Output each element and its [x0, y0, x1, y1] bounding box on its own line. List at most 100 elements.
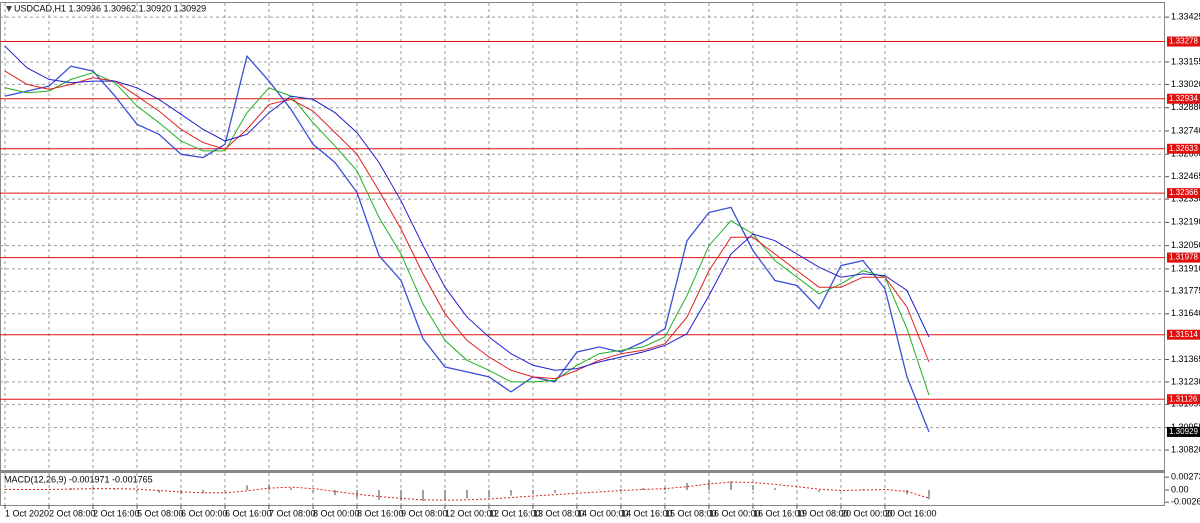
level-label-box: [1167, 93, 1200, 104]
level-label-box: [1167, 36, 1200, 47]
macd-bar: [400, 490, 402, 501]
x-tick-label: 20 Oct 16:00: [885, 508, 937, 518]
price-label-box: [1167, 426, 1200, 437]
macd-bar: [818, 490, 820, 492]
macd-bar: [796, 490, 798, 491]
macd-title: MACD(12,26,9) -0.001971 -0.001765: [4, 474, 153, 484]
macd-bar: [268, 484, 270, 490]
macd-bar: [114, 489, 116, 490]
level-label: 1.31978: [1169, 253, 1198, 262]
level-label: 1.32366: [1169, 188, 1198, 197]
x-tick-label: 8 Oct 16:00: [357, 508, 404, 518]
macd-bar: [928, 490, 930, 500]
y-tick-label: 1.33020: [1171, 79, 1200, 89]
y-tick-label: 1.31775: [1171, 286, 1200, 296]
x-tick-label: 20 Oct 00:00: [841, 508, 893, 518]
x-tick-label: 5 Oct 08:00: [137, 508, 184, 518]
y-tick-label: 1.32050: [1171, 240, 1200, 250]
y-tick-label: -0.002612: [1171, 497, 1200, 507]
macd-bar: [840, 490, 842, 491]
x-tick-label: 15 Oct 08:00: [665, 508, 717, 518]
macd-bar: [444, 490, 446, 500]
y-tick-label: 1.32330: [1171, 193, 1200, 203]
y-tick-label: 0.00: [1171, 484, 1189, 494]
x-tick-label: 2 Oct 16:00: [93, 508, 140, 518]
level-label: 1.31126: [1169, 394, 1198, 403]
macd-bar: [620, 489, 622, 490]
y-tick-label: 0.002739: [1171, 472, 1200, 482]
macd-bar: [466, 490, 468, 499]
series-line: [4, 72, 930, 396]
x-tick-label: 14 Oct 16:00: [621, 508, 673, 518]
level-label-box: [1167, 252, 1200, 263]
series-line: [4, 45, 930, 371]
y-tick-label: 1.32190: [1171, 217, 1200, 227]
x-tick-label: 6 Oct 16:00: [225, 508, 272, 518]
series-line: [4, 54, 930, 433]
macd-bar: [70, 488, 72, 490]
macd-bar: [246, 485, 248, 490]
macd-bar: [202, 490, 204, 494]
macd-bar: [686, 483, 688, 490]
series-line: [4, 70, 930, 380]
macd-bar: [510, 490, 512, 496]
x-tick-label: 8 Oct 00:00: [313, 508, 360, 518]
macd-bar: [554, 490, 556, 493]
macd-bar: [488, 490, 490, 497]
macd-bar: [598, 489, 600, 491]
y-tick-label: 1.31230: [1171, 376, 1200, 386]
y-tick-label: 1.32465: [1171, 171, 1200, 181]
macd-bar: [774, 488, 776, 490]
x-tick-label: 16 Oct 00:00: [709, 508, 761, 518]
macd-bar: [576, 490, 578, 491]
x-tick-label: 2 Oct 08:00: [49, 508, 96, 518]
level-label-box: [1167, 394, 1200, 405]
macd-bar: [730, 481, 732, 490]
macd-bar: [136, 490, 138, 492]
level-label-box: [1167, 188, 1200, 199]
x-tick-label: 7 Oct 08:00: [269, 508, 316, 518]
y-tick-label: 1.33155: [1171, 56, 1200, 66]
x-tick-label: 13 Oct 08:00: [533, 508, 585, 518]
macd-bar: [334, 490, 336, 496]
y-tick-label: 1.31910: [1171, 263, 1200, 273]
level-label-box: [1167, 329, 1200, 340]
macd-bar: [422, 490, 424, 502]
plot-frame: [0, 2, 1165, 506]
level-label: 1.32633: [1169, 144, 1198, 153]
y-tick-label: 1.31640: [1171, 308, 1200, 318]
macd-bar: [48, 489, 50, 491]
macd-bar: [708, 480, 710, 490]
macd-bar: [378, 490, 380, 500]
level-label: 1.31514: [1169, 330, 1198, 339]
level-label: 1.33278: [1169, 37, 1198, 46]
panel-separator: [0, 470, 1165, 473]
macd-bar: [290, 488, 292, 490]
x-tick-label: 6 Oct 00:00: [181, 508, 228, 518]
x-tick-label: 12 Oct 16:00: [489, 508, 541, 518]
macd-bar: [312, 490, 314, 493]
y-tick-label: 1.32740: [1171, 125, 1200, 135]
x-tick-label: 9 Oct 08:00: [401, 508, 448, 518]
macd-bar: [906, 490, 908, 495]
macd-bar: [158, 490, 160, 493]
symbol-icon: [6, 6, 12, 12]
x-tick-label: 1 Oct 2020: [5, 508, 49, 518]
y-tick-label: 1.31365: [1171, 354, 1200, 364]
x-tick-label: 12 Oct 00:00: [445, 508, 497, 518]
x-tick-label: 19 Oct 08:00: [797, 508, 849, 518]
macd-bar: [752, 485, 754, 490]
x-tick-label: 16 Oct 16:00: [753, 508, 805, 518]
y-tick-label: 1.32880: [1171, 102, 1200, 112]
level-label: 1.32934: [1169, 94, 1198, 103]
x-tick-label: 14 Oct 00:00: [577, 508, 629, 518]
level-label-box: [1167, 143, 1200, 154]
macd-bar: [224, 490, 226, 492]
macd-bar: [532, 490, 534, 495]
macd-bar: [884, 489, 886, 491]
macd-bar: [642, 488, 644, 490]
